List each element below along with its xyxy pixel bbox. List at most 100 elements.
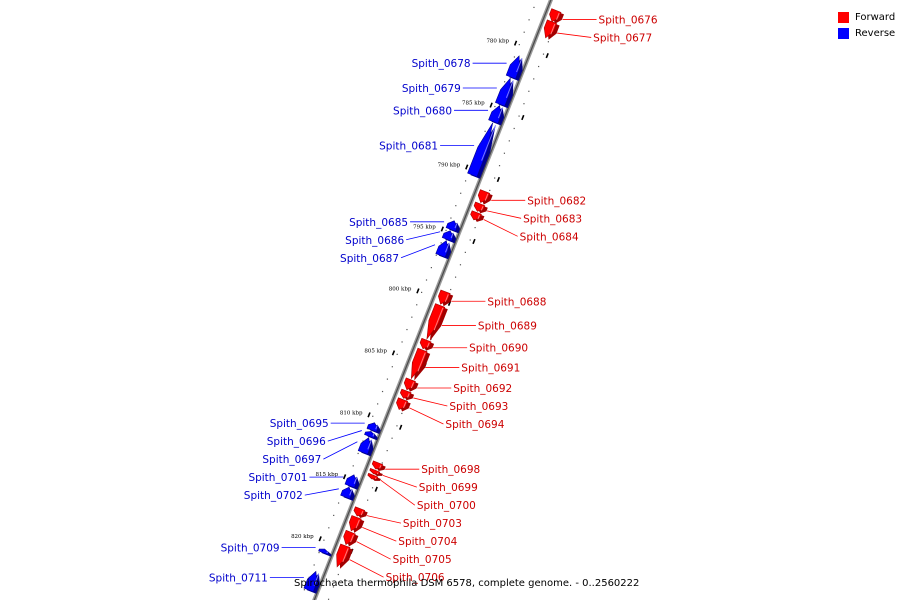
gene-label: Spith_0704 bbox=[398, 536, 457, 548]
minor-tick bbox=[421, 291, 423, 293]
gene-arrow-highlight bbox=[313, 573, 320, 586]
minor-tick bbox=[489, 189, 491, 192]
gene-label: Spith_0700 bbox=[417, 500, 476, 512]
gene-arrow bbox=[371, 460, 384, 470]
gene-label: Spith_0694 bbox=[445, 419, 504, 431]
gene-leader bbox=[382, 474, 417, 488]
legend-forward-label: Forward bbox=[855, 11, 896, 23]
gene-arrow bbox=[336, 543, 351, 568]
gene-arrow bbox=[488, 104, 502, 124]
gene-arrow bbox=[369, 468, 381, 475]
major-tick bbox=[374, 486, 378, 492]
gene-arrow bbox=[366, 422, 379, 433]
gene-leader bbox=[362, 527, 397, 542]
major-tick bbox=[521, 114, 525, 121]
minor-tick bbox=[337, 502, 340, 504]
minor-tick bbox=[538, 65, 540, 68]
minor-tick bbox=[503, 152, 506, 154]
gene-arrow bbox=[445, 220, 458, 232]
gene-label: Spith_0676 bbox=[599, 14, 658, 26]
minor-tick bbox=[435, 254, 437, 256]
gene-leader bbox=[406, 231, 441, 241]
tick-label: 805 kbp bbox=[364, 348, 387, 354]
minor-tick bbox=[498, 165, 501, 167]
gene-arrow-highlight bbox=[417, 352, 426, 372]
gene-label: Spith_0688 bbox=[487, 296, 546, 308]
minor-tick bbox=[542, 53, 545, 55]
gene-arrow bbox=[303, 570, 318, 593]
gene-arrow-highlight bbox=[481, 125, 496, 161]
gene-arrow-highlight bbox=[484, 193, 489, 201]
genome-caption: Spirochaeta thermophila DSM 6578, comple… bbox=[294, 578, 640, 589]
gene-arrow bbox=[318, 548, 329, 555]
major-tick bbox=[399, 424, 403, 430]
gene-arrow bbox=[348, 515, 362, 532]
gene-label: Spith_0683 bbox=[523, 213, 582, 225]
minor-tick bbox=[454, 276, 457, 278]
major-tick bbox=[465, 164, 469, 170]
minor-tick bbox=[474, 226, 476, 229]
gene-leader bbox=[557, 32, 592, 38]
major-tick bbox=[489, 102, 493, 108]
minor-tick bbox=[508, 140, 510, 142]
gene-leader bbox=[304, 488, 339, 496]
gene-arrow-highlight bbox=[477, 214, 480, 220]
tick-label: 785 kbp bbox=[462, 101, 485, 107]
gene-arrow bbox=[367, 472, 379, 480]
minor-tick bbox=[327, 598, 330, 600]
gene-leader bbox=[400, 244, 436, 259]
gene-arrow-highlight bbox=[556, 12, 560, 20]
minor-tick bbox=[386, 450, 388, 452]
gene-label: Spith_0677 bbox=[593, 32, 652, 44]
gene-arrow bbox=[435, 240, 449, 258]
minor-tick bbox=[333, 514, 335, 517]
minor-tick bbox=[303, 589, 305, 591]
gene-arrow-highlight bbox=[367, 439, 372, 450]
gene-label: Spith_0686 bbox=[345, 235, 404, 247]
tick-label: 780 kbp bbox=[486, 39, 509, 45]
gene-arrow-highlight bbox=[505, 80, 514, 98]
forward-swatch bbox=[838, 11, 849, 23]
gene-arrow bbox=[543, 19, 557, 39]
gene-arrow-highlight bbox=[497, 107, 503, 119]
minor-tick bbox=[337, 573, 339, 576]
gene-leader bbox=[487, 210, 522, 219]
minor-tick bbox=[455, 205, 457, 207]
gene-arrow bbox=[495, 77, 511, 107]
minor-tick bbox=[372, 415, 374, 417]
legend-reverse: Reverse bbox=[838, 25, 895, 41]
gene-label: Spith_0702 bbox=[244, 490, 303, 502]
minor-tick bbox=[396, 425, 398, 427]
minor-tick bbox=[377, 403, 379, 405]
gene-label: Spith_0679 bbox=[402, 83, 461, 95]
gene-arrow bbox=[344, 474, 357, 489]
gene-arrow-highlight bbox=[444, 294, 449, 302]
gene-arrow-highlight bbox=[407, 393, 410, 398]
gene-label: Spith_0684 bbox=[520, 231, 579, 243]
gene-arrow bbox=[441, 230, 454, 242]
gene-label: Spith_0698 bbox=[421, 464, 480, 476]
gene-arrow-highlight bbox=[360, 510, 364, 516]
gene-label: Spith_0711 bbox=[209, 572, 268, 584]
gene-arrow bbox=[357, 437, 371, 455]
tick-label: 790 kbp bbox=[438, 162, 461, 168]
major-tick bbox=[472, 238, 476, 245]
minor-tick bbox=[504, 81, 506, 83]
minor-tick bbox=[396, 353, 398, 355]
minor-tick bbox=[513, 56, 516, 58]
gene-label: Spith_0709 bbox=[221, 543, 280, 555]
minor-tick bbox=[484, 130, 486, 132]
gene-label: Spith_0699 bbox=[419, 482, 478, 494]
minor-tick bbox=[318, 551, 320, 554]
tick-label: 795 kbp bbox=[413, 224, 436, 230]
gene-label: Spith_0696 bbox=[267, 436, 326, 448]
gene-arrow-highlight bbox=[375, 425, 378, 430]
gene-arrow-highlight bbox=[426, 342, 430, 348]
gene-arrow-highlight bbox=[353, 477, 358, 485]
gene-label: Spith_0693 bbox=[449, 401, 508, 413]
minor-tick bbox=[533, 6, 535, 9]
gene-arrow bbox=[410, 347, 428, 380]
minor-tick bbox=[523, 31, 525, 33]
minor-tick bbox=[381, 462, 383, 464]
gene-arrow bbox=[549, 8, 562, 23]
